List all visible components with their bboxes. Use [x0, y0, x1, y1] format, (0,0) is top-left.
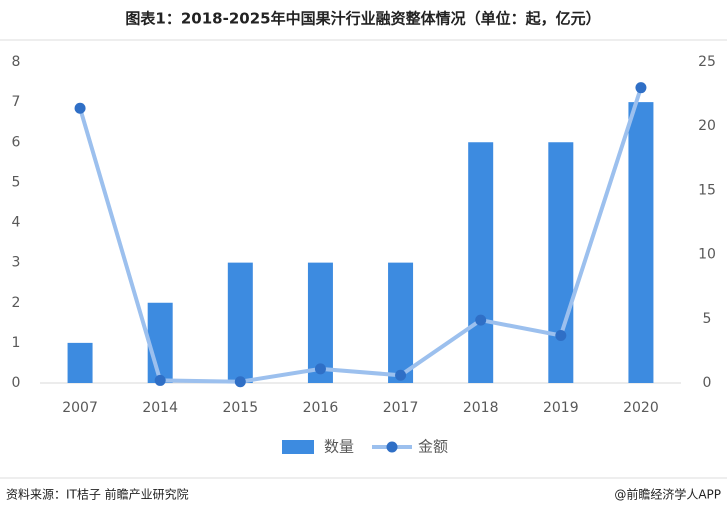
bar	[307, 262, 333, 383]
y-tick-label: 8	[12, 54, 21, 70]
y2-tick-label: 10	[698, 247, 716, 263]
line-marker	[635, 82, 647, 94]
y-tick-label: 3	[12, 255, 21, 271]
y2-tick-label: 15	[698, 182, 716, 198]
x-tick-label: 2016	[303, 400, 339, 416]
legend-label: 金额	[418, 438, 448, 456]
line-marker	[154, 374, 166, 386]
line-marker	[475, 314, 487, 326]
legend-label: 数量	[324, 438, 354, 456]
bar	[388, 262, 414, 383]
legend-swatch	[282, 440, 314, 454]
line-marker	[314, 363, 326, 375]
y-tick-label: 6	[12, 134, 21, 150]
legend-swatch	[386, 441, 398, 453]
bar	[468, 142, 494, 383]
line-marker	[555, 329, 567, 341]
line-marker	[395, 369, 407, 381]
y-tick-label: 5	[12, 174, 21, 190]
bar	[548, 142, 574, 383]
y-tick-label: 7	[12, 94, 21, 110]
chart-title: 图表1：2018-2025年中国果汁行业融资整体情况（单位：起，亿元）	[125, 10, 600, 28]
x-tick-label: 2019	[543, 400, 579, 416]
x-tick-label: 2017	[383, 400, 419, 416]
y-tick-label: 1	[12, 335, 21, 351]
x-tick-label: 2018	[463, 400, 499, 416]
y-tick-label: 2	[12, 295, 21, 311]
line	[78, 87, 643, 384]
credit: @前瞻经济学人APP	[614, 487, 721, 502]
source: 资料来源：IT桔子 前瞻产业研究院	[6, 487, 189, 502]
y2-tick-label: 0	[703, 375, 712, 391]
y2-tick-label: 5	[703, 311, 712, 327]
x-tick-label: 2007	[62, 400, 98, 416]
bar	[147, 302, 173, 383]
x-tick-label: 2015	[222, 400, 258, 416]
bar	[67, 342, 93, 383]
bar	[628, 102, 654, 383]
bar	[227, 262, 253, 383]
y-tick-label: 0	[12, 375, 21, 391]
x-tick-label: 2020	[623, 400, 659, 416]
x-tick-label: 2014	[142, 400, 178, 416]
line-marker	[234, 376, 246, 388]
line-marker	[74, 102, 86, 114]
y2-tick-label: 20	[698, 118, 716, 134]
y2-tick-label: 25	[698, 54, 716, 70]
y-tick-label: 4	[12, 215, 21, 231]
